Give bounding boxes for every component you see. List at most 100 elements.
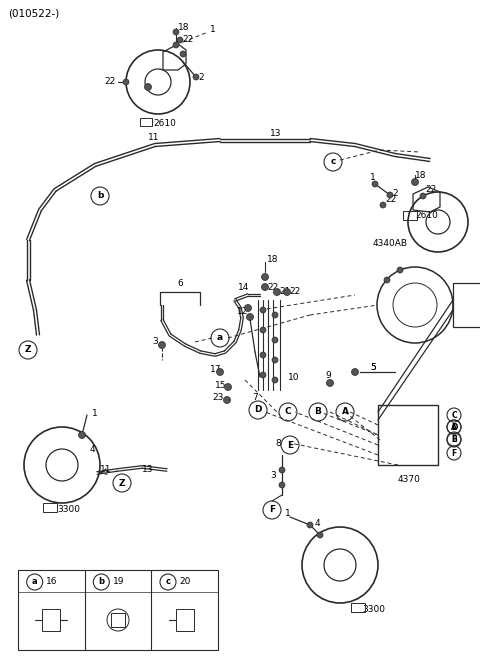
Circle shape (317, 532, 323, 538)
Bar (42, 609, 60, 631)
Circle shape (158, 342, 166, 348)
Text: 14: 14 (238, 284, 250, 292)
Text: F: F (269, 505, 275, 515)
Circle shape (144, 83, 152, 91)
Text: D: D (451, 422, 457, 432)
Text: c: c (166, 577, 170, 587)
Text: 1: 1 (285, 509, 291, 517)
Text: a: a (32, 577, 37, 587)
Circle shape (260, 352, 266, 358)
Text: 20: 20 (180, 577, 191, 587)
Circle shape (262, 284, 268, 290)
Text: 3: 3 (270, 470, 276, 480)
Circle shape (173, 42, 179, 48)
Text: 11: 11 (100, 466, 111, 474)
Text: 4: 4 (315, 519, 321, 527)
Circle shape (177, 37, 183, 43)
Circle shape (380, 202, 386, 208)
Text: 6: 6 (177, 278, 183, 288)
Text: 1: 1 (210, 25, 216, 35)
Circle shape (279, 482, 285, 488)
Circle shape (372, 181, 378, 187)
Text: 22: 22 (425, 186, 436, 194)
Text: 1: 1 (370, 174, 376, 182)
Text: 13: 13 (142, 466, 154, 474)
Circle shape (173, 29, 179, 35)
Text: 3300: 3300 (57, 505, 80, 513)
Circle shape (180, 51, 186, 57)
Circle shape (272, 357, 278, 363)
Text: 12: 12 (237, 308, 248, 316)
Bar (453, 283, 480, 327)
Circle shape (260, 372, 266, 378)
Text: b: b (97, 192, 103, 200)
Text: 7: 7 (252, 394, 258, 402)
Text: 13: 13 (270, 129, 281, 137)
Circle shape (272, 312, 278, 318)
Text: F: F (451, 448, 456, 458)
Circle shape (307, 522, 313, 528)
Circle shape (384, 277, 390, 283)
Circle shape (351, 368, 359, 376)
Circle shape (411, 178, 419, 186)
Text: 22: 22 (385, 196, 396, 204)
Text: 21: 21 (279, 288, 290, 296)
Circle shape (387, 192, 393, 198)
Bar (403, 210, 417, 220)
Bar (140, 118, 152, 126)
Text: 4: 4 (90, 446, 96, 454)
Text: 15: 15 (215, 380, 227, 390)
Text: Z: Z (25, 346, 31, 354)
Text: D: D (254, 406, 262, 414)
Circle shape (274, 288, 280, 296)
Text: 8: 8 (275, 438, 281, 448)
Bar (43, 503, 57, 511)
Circle shape (284, 288, 290, 296)
Text: 19: 19 (113, 577, 124, 587)
Circle shape (225, 384, 231, 390)
Circle shape (272, 337, 278, 343)
Text: 10: 10 (288, 374, 300, 382)
Text: 5: 5 (370, 362, 376, 372)
Text: A: A (341, 408, 348, 416)
Text: 23: 23 (212, 394, 223, 402)
Text: 3300: 3300 (362, 605, 385, 613)
Circle shape (279, 467, 285, 473)
Text: A: A (451, 422, 457, 432)
Text: 17: 17 (210, 366, 221, 374)
Text: C: C (285, 408, 291, 416)
Text: 2610: 2610 (153, 119, 176, 129)
Circle shape (272, 377, 278, 383)
Text: b: b (98, 577, 104, 587)
Text: Z: Z (119, 478, 125, 488)
Text: (010522-): (010522-) (8, 9, 59, 19)
Circle shape (260, 327, 266, 333)
Text: 11: 11 (148, 133, 159, 143)
Text: c: c (330, 157, 336, 166)
Circle shape (260, 307, 266, 313)
Text: 16: 16 (46, 577, 58, 587)
Circle shape (123, 79, 129, 85)
Circle shape (247, 314, 253, 320)
Text: 2610: 2610 (415, 212, 438, 220)
Circle shape (244, 304, 252, 312)
Circle shape (79, 432, 85, 438)
Text: 18: 18 (178, 23, 190, 31)
Text: 3: 3 (152, 338, 158, 346)
Text: 2: 2 (198, 73, 204, 83)
Circle shape (193, 74, 199, 80)
Text: a: a (217, 334, 223, 342)
Text: B: B (314, 408, 322, 416)
Circle shape (326, 380, 334, 386)
Text: 18: 18 (415, 170, 427, 180)
Text: 18: 18 (267, 256, 278, 264)
Circle shape (262, 274, 268, 280)
Bar (176, 609, 193, 631)
Text: E: E (451, 434, 456, 444)
Bar (351, 603, 365, 611)
Text: E: E (287, 440, 293, 450)
Text: 4370: 4370 (398, 476, 421, 484)
Text: 22: 22 (105, 77, 116, 87)
Circle shape (216, 368, 224, 376)
Text: B: B (451, 436, 457, 444)
